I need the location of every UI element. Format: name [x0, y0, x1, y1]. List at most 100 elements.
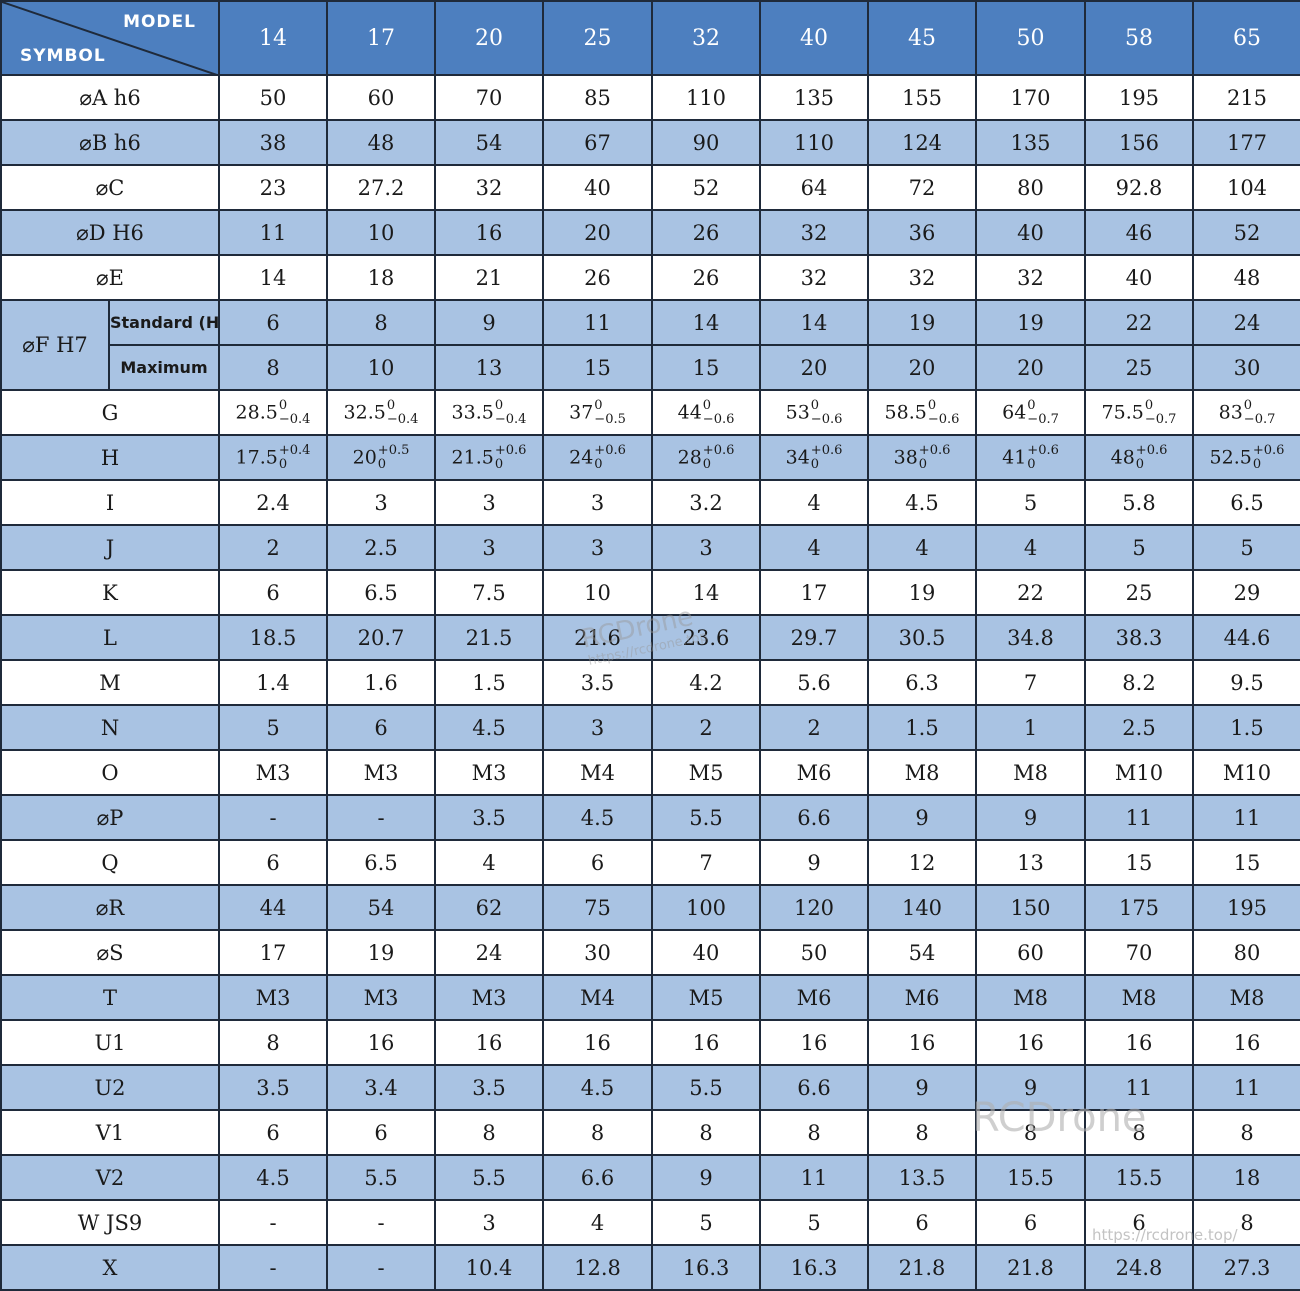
table-cell: 9	[975, 1064, 1086, 1111]
table-cell: 16	[651, 1019, 761, 1066]
table-cell: 5	[1084, 524, 1194, 571]
tolerance-value: 37 0 −0.5	[569, 398, 626, 427]
row-symbol: ⌀D H6	[0, 209, 220, 256]
table-cell: 6	[975, 1199, 1086, 1246]
table-cell: 21.8	[867, 1244, 977, 1291]
table-cell: 18	[1192, 1154, 1300, 1201]
tolerance-base: 28.5	[235, 401, 278, 423]
row-symbol: ⌀S	[0, 929, 220, 976]
table-cell: 26	[542, 254, 653, 301]
table-cell: 90	[651, 119, 761, 166]
table-cell: 38	[218, 119, 328, 166]
table-cell: 16	[759, 1019, 869, 1066]
model-header: 32	[651, 0, 761, 76]
tolerance-lower: 0	[702, 456, 712, 472]
table-cell: 15	[542, 344, 653, 391]
table-row: G 28.5 0 −0.4 32.5 0 −0.4 33.5 0 −0.4 37 0 −0.5 44 0 −0…	[0, 389, 1300, 436]
table-cell: 14	[759, 299, 869, 346]
tolerance-lower: 0	[278, 456, 288, 472]
table-row: ⌀E 14 18 21 26 26 32 32 32 40 48	[0, 254, 1300, 301]
table-cell: 195	[1084, 74, 1194, 121]
table-cell: 2	[651, 704, 761, 751]
tolerance-value: 24 +0.6 0	[569, 442, 626, 472]
table-cell: 6	[218, 569, 328, 616]
table-row: M 1.4 1.6 1.5 3.5 4.2 5.6 6.3 7 8.2 9.5	[0, 659, 1300, 706]
table-cell: 8	[218, 1019, 328, 1066]
table-cell: M8	[867, 749, 977, 796]
table-cell: 2.4	[218, 479, 328, 526]
tolerance-stack: +0.5 0	[378, 443, 410, 472]
table-cell: M4	[542, 749, 653, 796]
toleranced-cell: 24 +0.6 0	[542, 434, 653, 481]
table-cell: 5	[218, 704, 328, 751]
table-cell: 62	[434, 884, 544, 931]
table-cell: -	[218, 1244, 328, 1291]
table-cell: 20	[542, 209, 653, 256]
tolerance-base: 41	[1002, 446, 1027, 468]
table-cell: 85	[542, 74, 653, 121]
row-symbol: ⌀P	[0, 794, 220, 841]
table-cell: -	[326, 794, 436, 841]
table-cell: 2.5	[326, 524, 436, 571]
tolerance-base: 32.5	[343, 401, 386, 423]
table-cell: 36	[867, 209, 977, 256]
row-symbol: U1	[0, 1019, 220, 1066]
tolerance-base: 44	[677, 401, 702, 423]
table-row: I 2.4 3 3 3 3.2 4 4.5 5 5.8 6.5	[0, 479, 1300, 526]
tolerance-lower: −0.6	[702, 411, 735, 427]
sub-label-maximum: Maximum	[108, 344, 220, 391]
table-cell: 4.5	[867, 479, 977, 526]
header-corner: MODEL SYMBOL	[0, 0, 220, 76]
table-cell: 2.5	[1084, 704, 1194, 751]
toleranced-cell: 53 0 −0.6	[759, 389, 869, 436]
tolerance-upper: +0.6	[1135, 442, 1168, 458]
table-cell: 46	[1084, 209, 1194, 256]
table-row: ⌀S 17 19 24 30 40 50 54 60 70 80	[0, 929, 1300, 976]
table-cell: M10	[1084, 749, 1194, 796]
toleranced-cell: 83 0 −0.7	[1192, 389, 1300, 436]
table-row: N 5 6 4.5 3 2 2 1.5 1 2.5 1.5	[0, 704, 1300, 751]
table-cell: 30	[542, 929, 653, 976]
table-cell: 25	[1084, 344, 1194, 391]
table-cell: 26	[651, 209, 761, 256]
table-cell: 40	[1084, 254, 1194, 301]
tolerance-stack: 0 −0.4	[386, 397, 419, 427]
table-cell: 9	[434, 299, 544, 346]
row-symbol: G	[0, 389, 220, 436]
table-cell: 67	[542, 119, 653, 166]
tolerance-stack: 0 −0.7	[1027, 398, 1059, 427]
table-cell: 19	[326, 929, 436, 976]
table-cell: 32	[759, 254, 869, 301]
table-cell: 7.5	[434, 569, 544, 616]
tolerance-upper: 0	[927, 397, 937, 413]
table-cell: 15	[651, 344, 761, 391]
table-cell: 54	[434, 119, 544, 166]
table-cell: 8	[1192, 1199, 1300, 1246]
table-cell: 6.5	[326, 839, 436, 886]
toleranced-cell: 17.5 +0.4 0	[218, 434, 328, 481]
tolerance-upper: +0.6	[702, 442, 735, 458]
row-symbol: W JS9	[0, 1199, 220, 1246]
table-cell: 70	[434, 74, 544, 121]
table-cell: 3.5	[434, 1064, 544, 1111]
table-cell: 30	[1192, 344, 1300, 391]
tolerance-lower: −0.5	[594, 411, 626, 427]
table-cell: 21	[434, 254, 544, 301]
tolerance-lower: −0.7	[1243, 411, 1276, 427]
table-cell: 9	[975, 794, 1086, 841]
table-cell: M4	[542, 974, 653, 1021]
table-cell: 3	[651, 524, 761, 571]
table-body: ⌀A h6 50 60 70 85 110 135 155 170 195 215 ⌀B h6 38 4…	[0, 74, 1300, 1291]
table-cell: 24	[434, 929, 544, 976]
table-cell: 21.5	[434, 614, 544, 661]
table-cell: 15	[1192, 839, 1300, 886]
table-row: V2 4.5 5.5 5.5 6.6 9 11 13.5 15.5 15.5 18	[0, 1154, 1300, 1201]
table-cell: 23	[218, 164, 328, 211]
tolerance-upper: 0	[386, 397, 396, 413]
table-cell: 4	[975, 524, 1086, 571]
tolerance-upper: +0.6	[594, 442, 626, 458]
table-cell: 29	[1192, 569, 1300, 616]
tolerance-value: 75.5 0 −0.7	[1102, 398, 1177, 427]
table-cell: 24.8	[1084, 1244, 1194, 1291]
